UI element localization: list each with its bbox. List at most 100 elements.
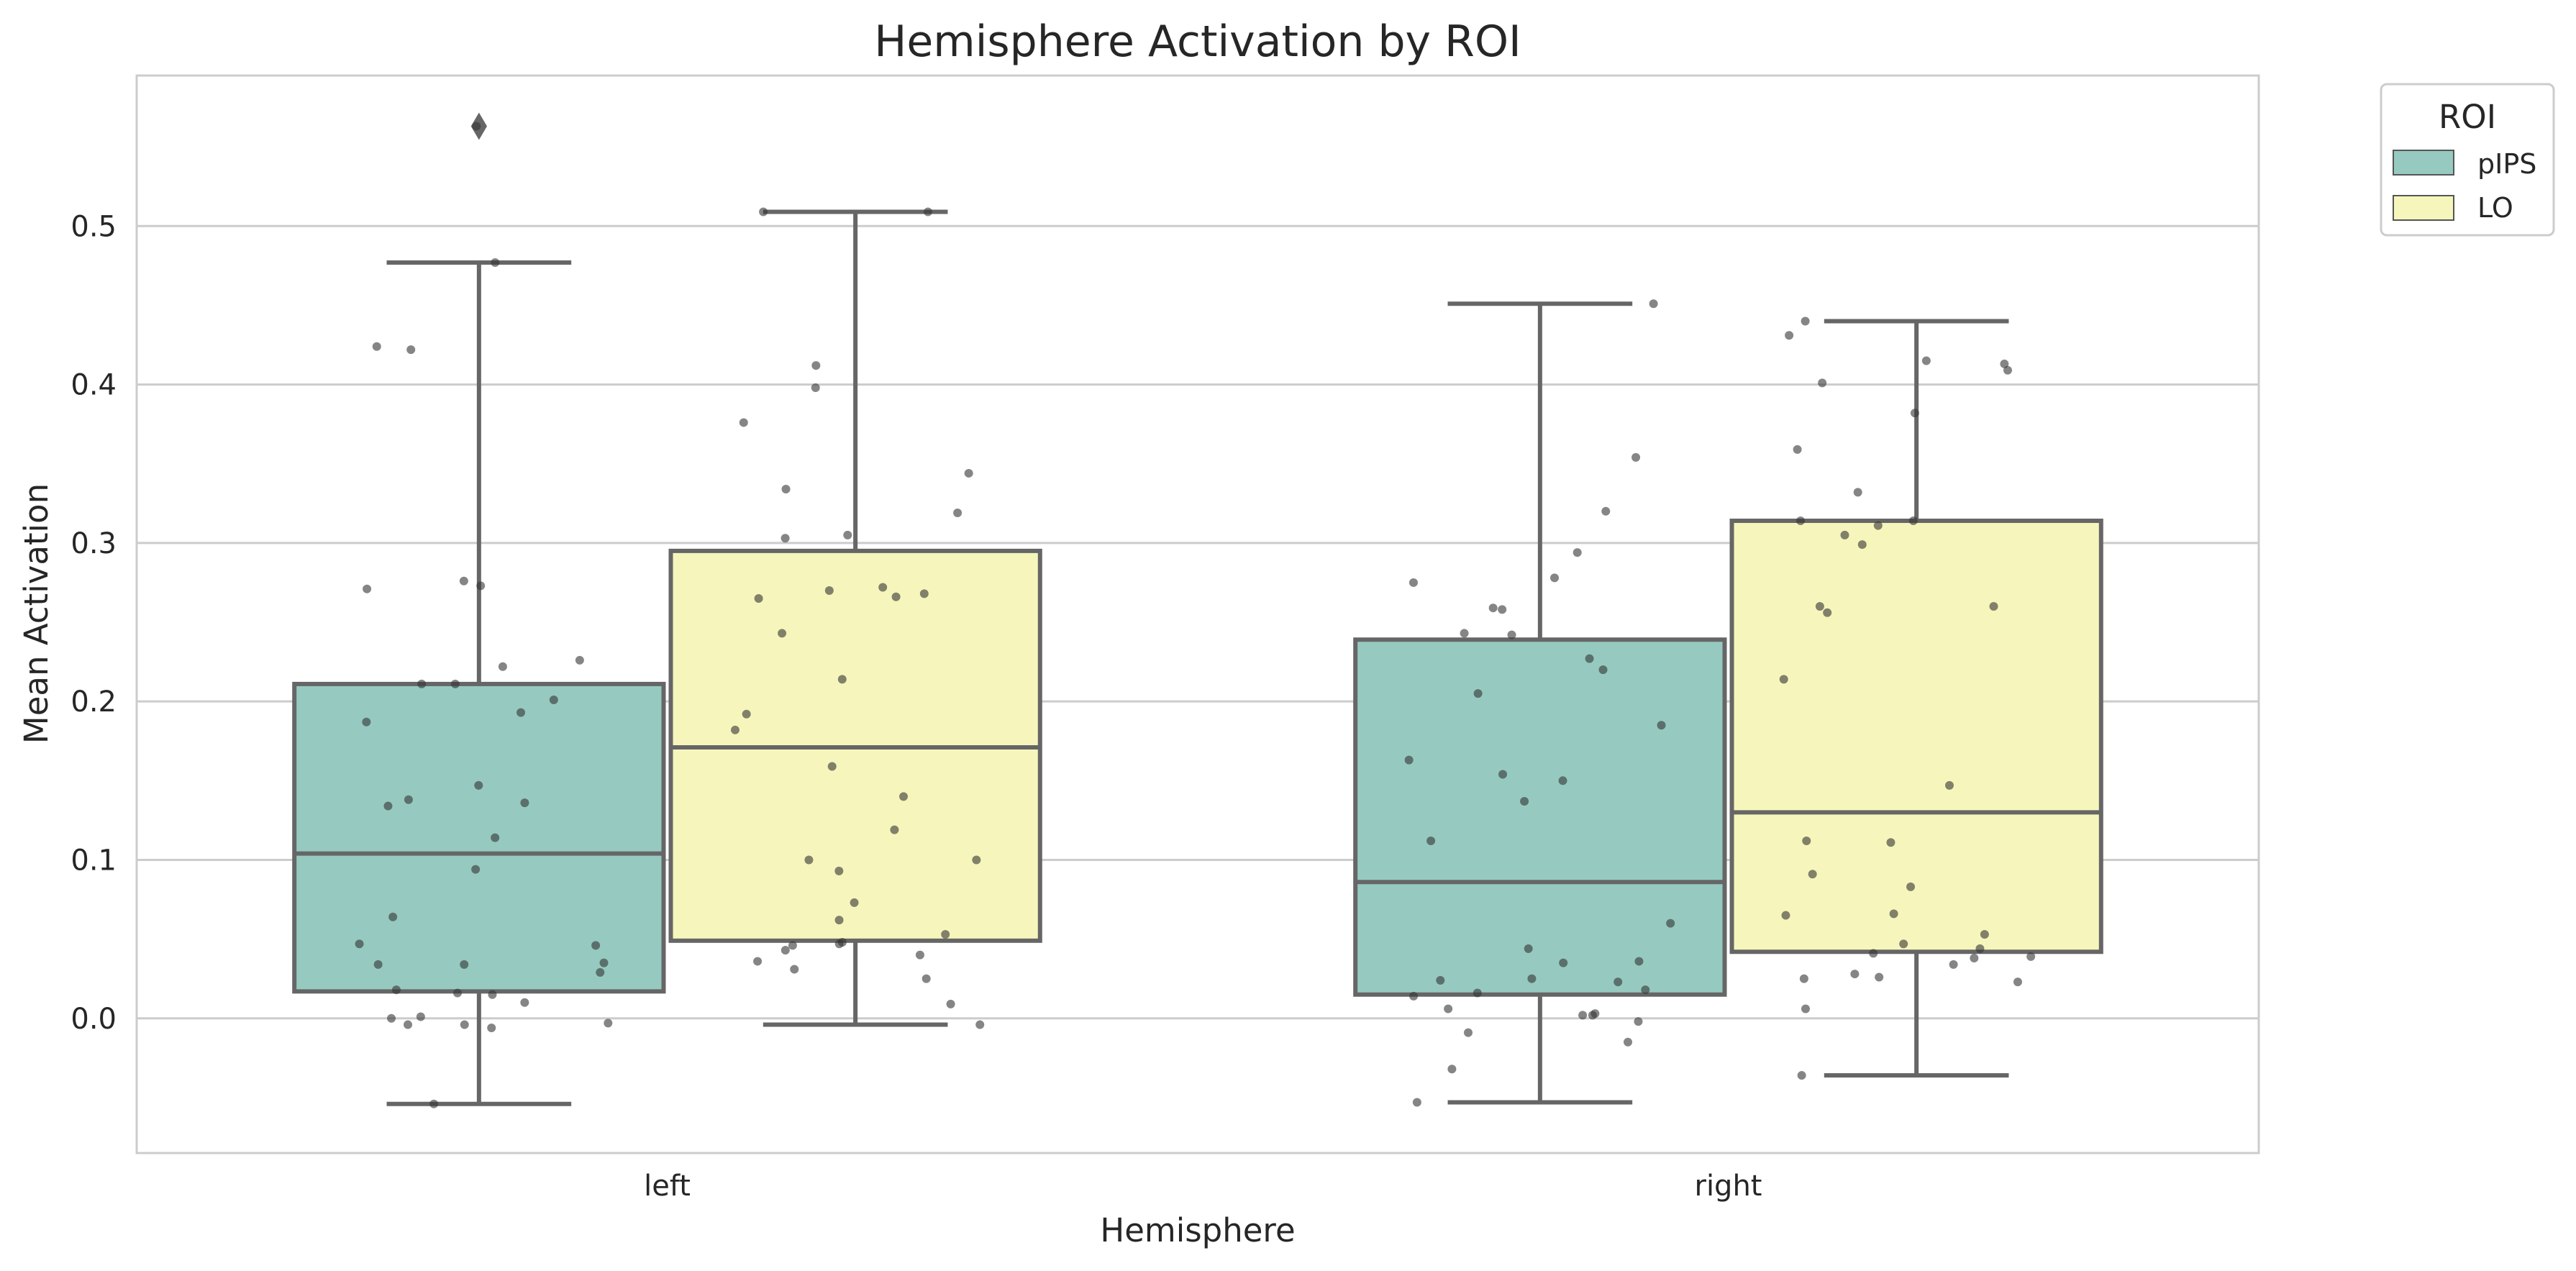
chart-title: Hemisphere Activation by ROI — [874, 17, 1521, 67]
iqr-box — [1729, 519, 2103, 955]
data-point — [429, 1099, 439, 1108]
legend-title: ROI — [2439, 98, 2496, 136]
data-point — [498, 662, 507, 671]
data-point — [1840, 530, 1849, 539]
data-point — [1520, 796, 1529, 806]
data-point — [804, 855, 814, 865]
data-point — [827, 762, 837, 771]
data-point — [946, 999, 955, 1008]
data-point — [1850, 970, 1860, 979]
data-point — [362, 717, 371, 726]
data-point — [520, 798, 529, 808]
data-point — [1578, 1011, 1588, 1020]
data-point — [1601, 506, 1611, 516]
data-point — [404, 795, 413, 804]
data-point — [1588, 1011, 1597, 1020]
data-point — [575, 655, 584, 665]
box-left-lo — [668, 209, 1042, 1027]
data-point — [1558, 776, 1567, 785]
data-point — [1585, 654, 1594, 663]
y-tick-label: 0.3 — [70, 527, 117, 560]
data-point — [596, 967, 605, 977]
data-point — [1657, 721, 1666, 730]
data-point — [878, 583, 888, 592]
data-point — [2000, 359, 2009, 368]
data-point — [975, 1020, 985, 1029]
data-point — [1550, 573, 1560, 583]
data-point — [372, 342, 381, 351]
plot-area-frame — [135, 74, 2260, 1154]
data-point — [1436, 975, 1445, 985]
data-point — [1408, 578, 1418, 587]
x-axis-ticks: left right — [644, 1170, 1762, 1203]
data-point — [1949, 960, 1958, 969]
data-point — [1910, 409, 1919, 418]
data-point — [1970, 954, 1979, 963]
data-point — [919, 589, 929, 598]
data-point — [549, 695, 558, 704]
data-point — [474, 780, 483, 790]
data-point — [1779, 675, 1788, 684]
data-point — [780, 534, 790, 543]
data-point — [788, 941, 797, 950]
legend-swatch-pips — [2393, 150, 2454, 176]
data-point — [363, 584, 372, 593]
data-point — [739, 418, 748, 427]
data-point — [1799, 974, 1808, 983]
data-point — [1649, 299, 1658, 309]
data-point — [811, 361, 821, 370]
data-point — [1473, 689, 1483, 698]
iqr-box — [292, 681, 666, 994]
strip-points — [355, 122, 2036, 1108]
data-point — [1634, 957, 1644, 966]
x-axis-label: Hemisphere — [1100, 1211, 1295, 1249]
data-point — [416, 1012, 425, 1021]
boxes — [292, 112, 2103, 1106]
legend-label-lo: LO — [2477, 192, 2513, 224]
data-point — [891, 592, 901, 601]
data-point — [1793, 445, 1802, 454]
data-point — [491, 833, 500, 842]
iqr-box — [1353, 637, 1727, 997]
data-point — [780, 946, 790, 955]
data-point — [1498, 605, 1507, 614]
box-left-pips — [292, 112, 666, 1106]
data-point — [373, 960, 383, 969]
y-axis-ticks: 0.0 0.1 0.2 0.3 0.4 0.5 — [70, 210, 117, 1035]
data-point — [1781, 911, 1790, 920]
data-point — [406, 345, 416, 355]
legend-swatch-lo — [2393, 195, 2454, 221]
data-point — [471, 865, 481, 874]
data-point — [2026, 952, 2036, 961]
data-point — [964, 468, 973, 478]
x-tick-label: right — [1695, 1170, 1762, 1203]
data-point — [1906, 882, 1916, 891]
y-tick-label: 0.4 — [70, 369, 117, 402]
data-point — [1801, 1004, 1810, 1013]
data-point — [899, 792, 909, 801]
data-point — [1801, 316, 1810, 326]
data-point — [1412, 1098, 1421, 1107]
data-point — [923, 207, 932, 217]
data-point — [1815, 601, 1824, 611]
data-point — [781, 484, 791, 493]
y-tick-label: 0.5 — [70, 210, 117, 243]
data-point — [1527, 974, 1537, 983]
data-point — [1975, 944, 1985, 953]
data-point — [476, 581, 486, 591]
data-point — [1624, 1037, 1633, 1047]
data-point — [1573, 548, 1582, 557]
data-point — [1488, 603, 1498, 613]
data-point — [487, 1023, 496, 1032]
data-point — [488, 990, 497, 999]
data-point — [391, 985, 401, 995]
data-point — [778, 629, 787, 638]
data-point — [915, 950, 924, 960]
box-right-lo — [1729, 319, 2103, 1078]
data-point — [730, 725, 739, 734]
y-tick-label: 0.2 — [70, 685, 117, 719]
data-point — [834, 916, 844, 925]
data-point — [459, 576, 468, 586]
data-point — [387, 1013, 396, 1023]
data-point — [811, 383, 820, 392]
